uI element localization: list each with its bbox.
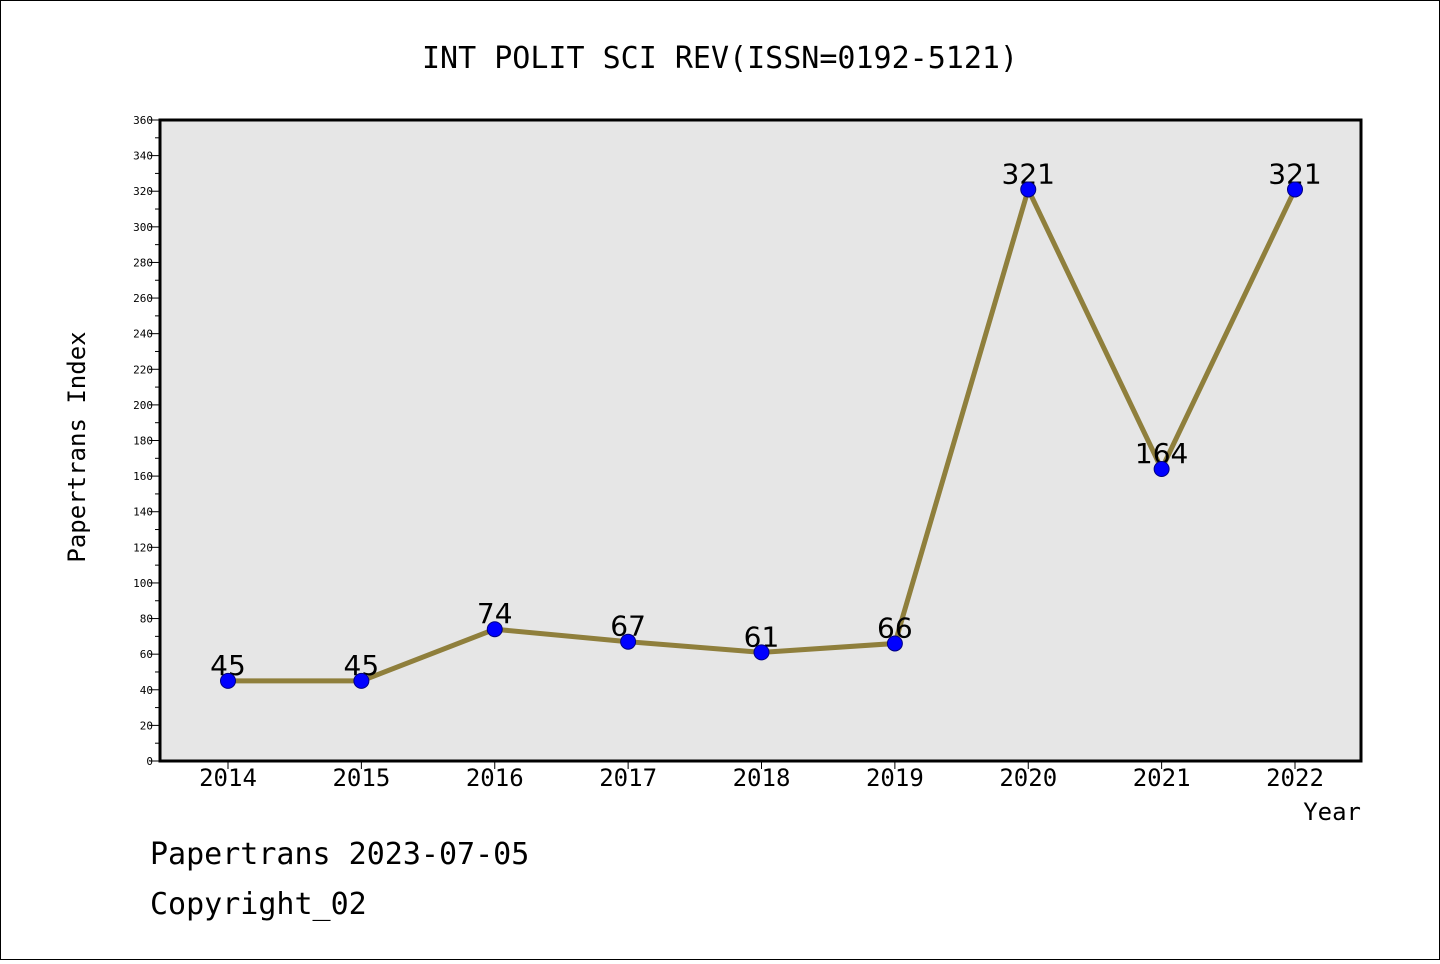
- y-tick-label: 280: [133, 256, 153, 269]
- y-tick-label: 20: [140, 719, 153, 732]
- x-tick-label: 2015: [332, 764, 390, 792]
- data-point: [353, 672, 370, 689]
- y-axis-ticks: 0 20 40 60 80 100 120 140 160 180 200 220 240 260 280 3…: [133, 114, 160, 768]
- y-axis-label: Papertrans Index: [63, 331, 91, 562]
- footer-copyright: Copyright_02: [150, 887, 367, 922]
- data-point: [1287, 181, 1303, 198]
- data-point: [486, 621, 503, 638]
- y-tick-label: 360: [133, 114, 153, 127]
- y-tick-label: 0: [146, 755, 153, 768]
- data-point: [1153, 460, 1170, 477]
- data-point: [753, 644, 770, 661]
- x-tick-label: 2017: [599, 764, 657, 792]
- chart-title: INT POLIT SCI REV(ISSN=0192-5121): [422, 41, 1018, 76]
- y-tick-label: 80: [140, 613, 153, 626]
- x-tick-label: 2019: [866, 764, 924, 792]
- y-tick-label: 180: [133, 435, 153, 448]
- y-tick-label: 220: [133, 363, 153, 376]
- y-tick-label: 260: [133, 292, 153, 305]
- y-tick-label: 120: [133, 541, 153, 554]
- y-tick-label: 200: [133, 399, 153, 412]
- y-tick-label: 60: [140, 648, 153, 661]
- x-tick-label: 2014: [199, 764, 257, 792]
- data-point: [886, 635, 903, 652]
- y-tick-label: 140: [133, 506, 153, 519]
- data-point: [1020, 181, 1037, 198]
- y-tick-label: 240: [133, 328, 153, 341]
- y-tick-label: 300: [133, 221, 153, 234]
- plot-border: [158, 118, 1363, 763]
- data-point: [220, 672, 236, 689]
- y-tick-label: 340: [133, 150, 153, 163]
- x-tick-label: 2022: [1266, 764, 1324, 792]
- x-tick-label: 2016: [466, 764, 524, 792]
- y-tick-label: 320: [133, 185, 153, 198]
- y-tick-label: 100: [133, 577, 153, 590]
- x-axis-ticks: 2014 2015 2016 2017 2018 2019 2020 2021 2022: [199, 761, 1324, 792]
- y-tick-label: 160: [133, 470, 153, 483]
- x-tick-label: 2021: [1133, 764, 1191, 792]
- x-tick-label: 2020: [999, 764, 1057, 792]
- footer-date: Papertrans 2023-07-05: [150, 837, 529, 872]
- x-axis-label: Year: [1303, 798, 1361, 826]
- y-tick-label: 40: [140, 684, 153, 697]
- data-point: [620, 633, 637, 650]
- data-markers: [220, 181, 1303, 689]
- x-tick-label: 2018: [733, 764, 791, 792]
